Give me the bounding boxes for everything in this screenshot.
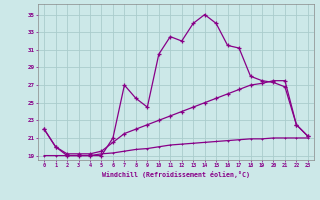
X-axis label: Windchill (Refroidissement éolien,°C): Windchill (Refroidissement éolien,°C) — [102, 171, 250, 178]
